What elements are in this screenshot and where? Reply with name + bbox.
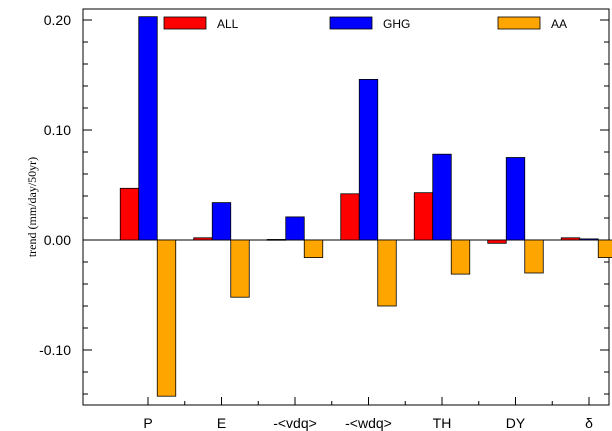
bar-aa-5: [524, 239, 544, 274]
y-tick-label: -0.10: [39, 342, 71, 358]
bar-ghg-0: [138, 16, 158, 241]
bar-all-5: [487, 239, 507, 244]
x-tick-label: TH: [433, 415, 452, 431]
bar-ghg-4: [432, 153, 452, 241]
bar-aa-1: [230, 239, 250, 298]
y-tick-label: 0.20: [44, 12, 71, 28]
legend-swatch-ghg: [329, 16, 373, 30]
x-axis: P E -<vdq> -<wdq> TH DY δ: [143, 397, 593, 431]
legend-swatch-aa: [497, 16, 541, 30]
bar-all-1: [193, 237, 213, 241]
bar-ghg-6: [579, 238, 599, 241]
x-tick-label: P: [143, 415, 152, 431]
y-axis: 0.20 0.10 0.00 -0.10: [39, 12, 609, 395]
bar-all-3: [340, 193, 360, 241]
legend-label-aa: AA: [551, 17, 567, 31]
bars-group: [119, 16, 612, 397]
bar-all-4: [413, 192, 434, 241]
legend-swatch-all: [163, 16, 207, 30]
bar-aa-4: [450, 239, 471, 275]
y-tick-label: 0.10: [44, 122, 71, 138]
bar-ghg-2: [285, 216, 305, 241]
x-tick-label: E: [217, 415, 226, 431]
bar-aa-2: [303, 239, 324, 259]
legend: ALL GHG AA: [163, 16, 567, 31]
x-tick-label: DY: [506, 415, 526, 431]
legend-label-ghg: GHG: [383, 17, 410, 31]
plot-frame: [82, 8, 610, 406]
x-tick-label: -<vdq>: [273, 415, 317, 431]
legend-label-all: ALL: [217, 17, 239, 31]
bar-aa-3: [377, 239, 397, 307]
x-tick-label: δ: [585, 415, 593, 431]
bar-ghg-5: [505, 157, 526, 241]
y-tick-label: 0.00: [44, 232, 71, 248]
bar-ghg-3: [358, 79, 379, 241]
bar-all-2: [266, 239, 287, 241]
bar-aa-0: [156, 239, 177, 397]
bar-all-6: [560, 237, 581, 241]
x-tick-label: -<wdq>: [345, 415, 392, 431]
bar-ghg-1: [211, 202, 232, 241]
bar-all-0: [119, 187, 140, 241]
bar-aa-6: [597, 239, 612, 259]
y-axis-label: trend (mm/day/50yr): [25, 157, 39, 257]
